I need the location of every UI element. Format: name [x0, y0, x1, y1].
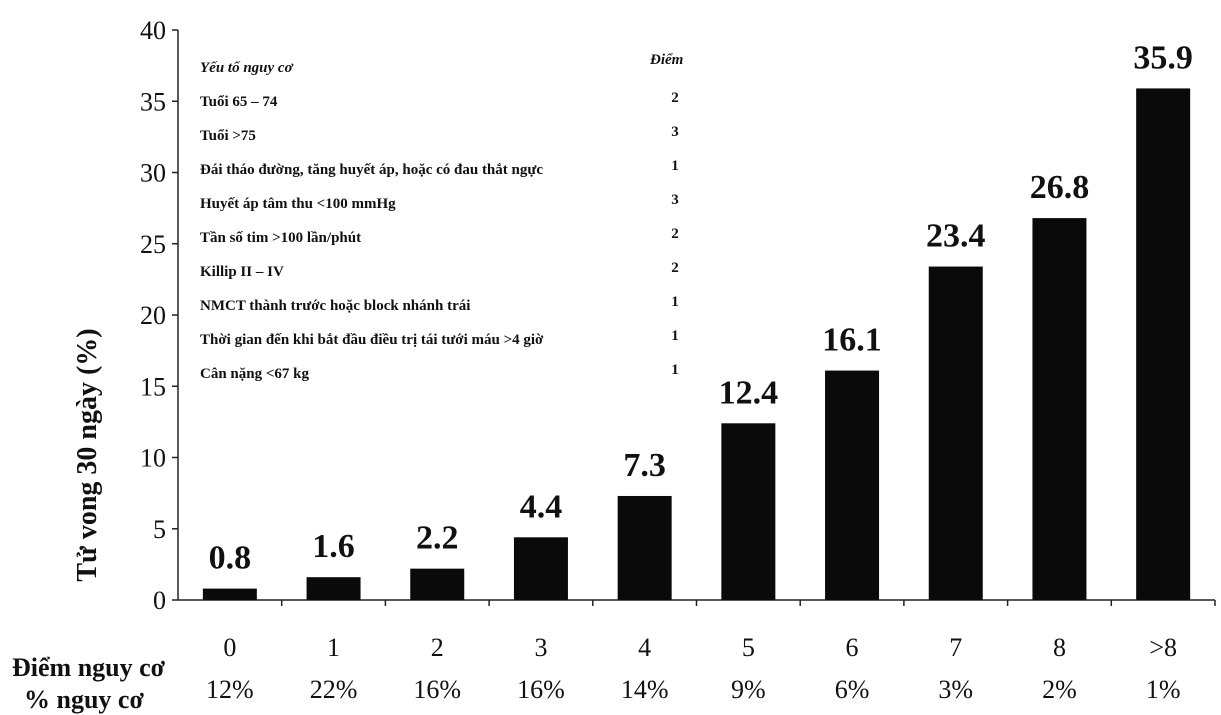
data-label: 16.1 [822, 322, 882, 359]
inset-points-value: 1 [671, 328, 679, 344]
data-label: 2.2 [416, 520, 459, 557]
risk-percent-label: 22% [310, 675, 358, 704]
risk-percent-label: 3% [938, 675, 973, 704]
risk-percent-label: 1% [1146, 675, 1181, 704]
score-row-label: Điểm nguy cơ [12, 653, 166, 682]
x-category-label: 3 [534, 633, 547, 662]
inset-points-value: 3 [671, 124, 679, 140]
risk-percent-label: 16% [413, 675, 461, 704]
data-label: 12.4 [719, 374, 779, 411]
bar [306, 577, 361, 600]
y-tick-label: 35 [140, 87, 166, 116]
risk-percent-label: 16% [517, 675, 565, 704]
risk-percent-label: 6% [835, 675, 870, 704]
risk-percent-labels: 12% 22% 16% 16% 14% 9% 6% 3% 2% 1% [206, 675, 1180, 704]
y-tick-label: 5 [153, 515, 166, 544]
x-category-label: 2 [431, 633, 444, 662]
bar [202, 588, 257, 600]
risk-percent-label: 9% [731, 675, 766, 704]
risk-percent-label: 2% [1042, 675, 1077, 704]
risk-percent-label: 12% [206, 675, 254, 704]
bar [1032, 218, 1087, 600]
y-tick-label: 0 [153, 586, 166, 615]
x-category-labels: 0 1 2 3 4 5 6 7 8 >8 [223, 633, 1177, 662]
bar [1136, 88, 1191, 601]
x-category-label: 5 [742, 633, 755, 662]
y-tick-label: 30 [140, 159, 166, 188]
inset-factor-label: Cân nặng <67 kg [200, 366, 309, 382]
inset-points-value: 2 [671, 226, 679, 242]
inset-points-value: 2 [671, 90, 679, 106]
y-tick-label: 40 [140, 16, 166, 45]
inset-factor-label: Thời gian đến khi bắt đầu điều trị tái t… [200, 332, 544, 348]
x-category-label: 6 [846, 633, 859, 662]
data-label: 4.4 [520, 488, 563, 525]
x-category-label: 7 [949, 633, 962, 662]
bar [617, 495, 672, 600]
inset-factor-label: Đái tháo đường, tăng huyết áp, hoặc có đ… [200, 162, 543, 178]
inset-header-points: Điểm [649, 52, 683, 68]
data-label: 7.3 [623, 447, 666, 484]
y-tick-label: 20 [140, 301, 166, 330]
bars [202, 88, 1191, 601]
y-tick-label: 25 [140, 230, 166, 259]
inset-points-value: 2 [671, 260, 679, 276]
inset-factor-label: Huyết áp tâm thu <100 mmHg [200, 196, 396, 212]
data-label: 26.8 [1030, 169, 1090, 206]
inset-factor-label: Tuổi >75 [200, 128, 256, 144]
x-category-label: 1 [327, 633, 340, 662]
data-labels: 0.8 1.6 2.2 4.4 7.3 12.4 16.1 23.4 26.8 35.9 [209, 39, 1193, 576]
data-label: 0.8 [209, 540, 252, 577]
bar [721, 423, 776, 600]
bar [928, 266, 983, 600]
inset-points-value: 1 [671, 362, 679, 378]
percent-row-label: % nguy cơ [24, 685, 144, 714]
x-category-label: 4 [638, 633, 651, 662]
y-tick-label: 10 [140, 444, 166, 473]
data-label: 1.6 [312, 528, 355, 565]
inset-points-value: 3 [671, 192, 679, 208]
risk-percent-label: 14% [621, 675, 669, 704]
inset-header-factor: Yếu tố nguy cơ [200, 60, 294, 76]
inset-factor-label: Tần số tim >100 lần/phút [200, 230, 361, 246]
data-label: 35.9 [1133, 39, 1193, 76]
y-tick-label: 15 [140, 372, 166, 401]
bar [513, 537, 568, 600]
y-axis-label: Tử vong 30 ngày (%) [72, 328, 103, 581]
inset-points-value: 1 [671, 294, 679, 310]
inset-factor-label: Tuổi 65 – 74 [200, 94, 278, 110]
inset-factor-label: NMCT thành trước hoặc block nhánh trái [200, 298, 470, 314]
inset-points-value: 1 [671, 158, 679, 174]
inset-factor-label: Killip II – IV [200, 264, 284, 280]
x-category-label: 0 [223, 633, 236, 662]
x-category-label: 8 [1053, 633, 1066, 662]
bar [410, 568, 465, 600]
x-category-label: >8 [1149, 633, 1177, 662]
inset-risk-factor-table: Yếu tố nguy cơ Điểm Tuổi 65 – 74 2 Tuổi >75 3… [200, 52, 683, 382]
data-label: 23.4 [926, 218, 986, 255]
bar [825, 370, 880, 600]
